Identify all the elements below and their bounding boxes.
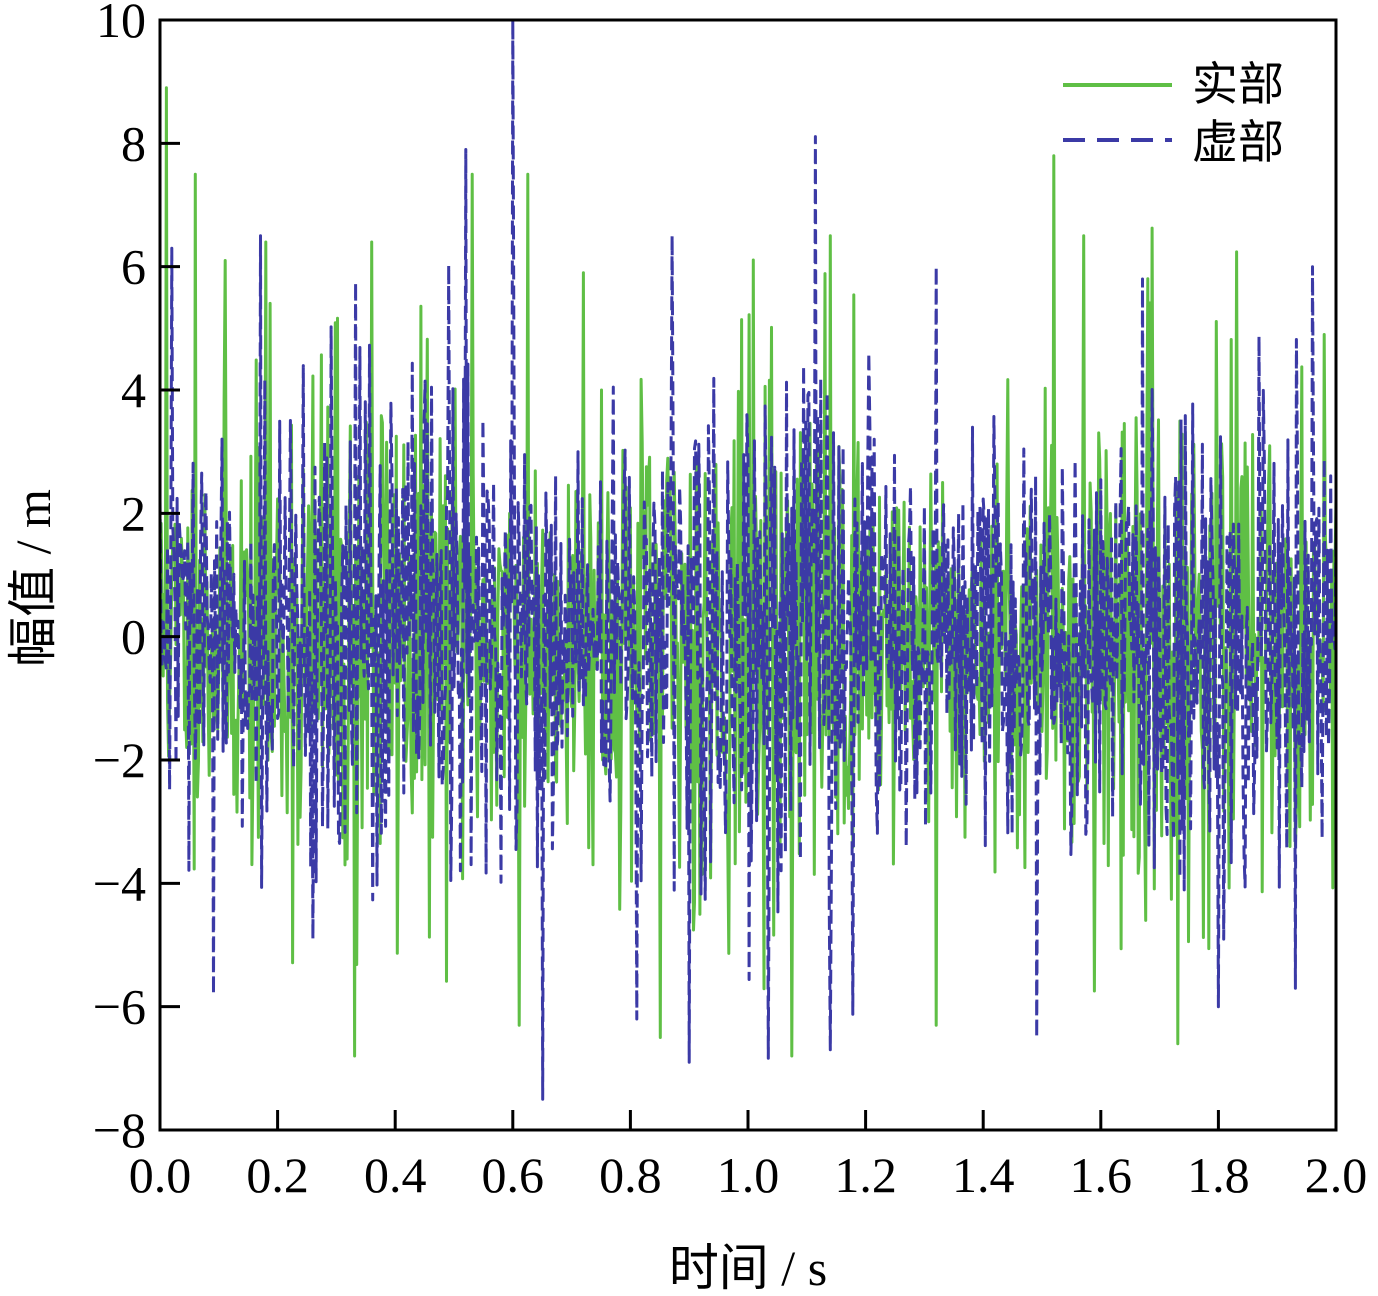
y-tick-label: −2 (93, 732, 146, 788)
x-axis: 0.0 0.2 0.4 0.6 0.8 1.0 1.2 1.4 1.6 1.8 2.0 (129, 1110, 1368, 1203)
x-tick-label: 0.4 (364, 1147, 427, 1203)
y-tick-label: 6 (121, 239, 146, 295)
y-tick-label: 0 (121, 609, 146, 665)
y-tick-label: 4 (121, 362, 146, 418)
x-tick-label: 1.2 (834, 1147, 897, 1203)
y-tick-label: 10 (96, 0, 146, 48)
y-tick-label: 2 (121, 485, 146, 541)
y-tick-label: −6 (93, 979, 146, 1035)
y-axis-title: 幅值 / m (5, 489, 61, 667)
x-tick-label: 1.0 (717, 1147, 780, 1203)
x-tick-label: 0.0 (129, 1147, 192, 1203)
y-axis: 10 8 6 4 2 0 −2 −4 −6 −8 (93, 0, 180, 1158)
y-tick-label: −8 (93, 1102, 146, 1158)
x-tick-label: 2.0 (1305, 1147, 1368, 1203)
y-tick-label: 8 (121, 115, 146, 171)
x-tick-label: 0.2 (246, 1147, 309, 1203)
x-tick-label: 1.8 (1187, 1147, 1250, 1203)
series-imag-line (158, 18, 1338, 1101)
x-tick-label: 1.4 (952, 1147, 1015, 1203)
x-axis-title: 时间 / s (669, 1240, 827, 1296)
legend: 实部 虚部 (1058, 57, 1320, 180)
legend-real-label: 实部 (1192, 57, 1284, 111)
x-tick-label: 0.8 (599, 1147, 662, 1203)
series-path-虚部 (158, 18, 1338, 1101)
y-tick-label: −4 (93, 855, 146, 911)
x-tick-label: 0.6 (482, 1147, 545, 1203)
legend-imag-label: 虚部 (1192, 115, 1284, 169)
x-tick-label: 1.6 (1070, 1147, 1133, 1203)
